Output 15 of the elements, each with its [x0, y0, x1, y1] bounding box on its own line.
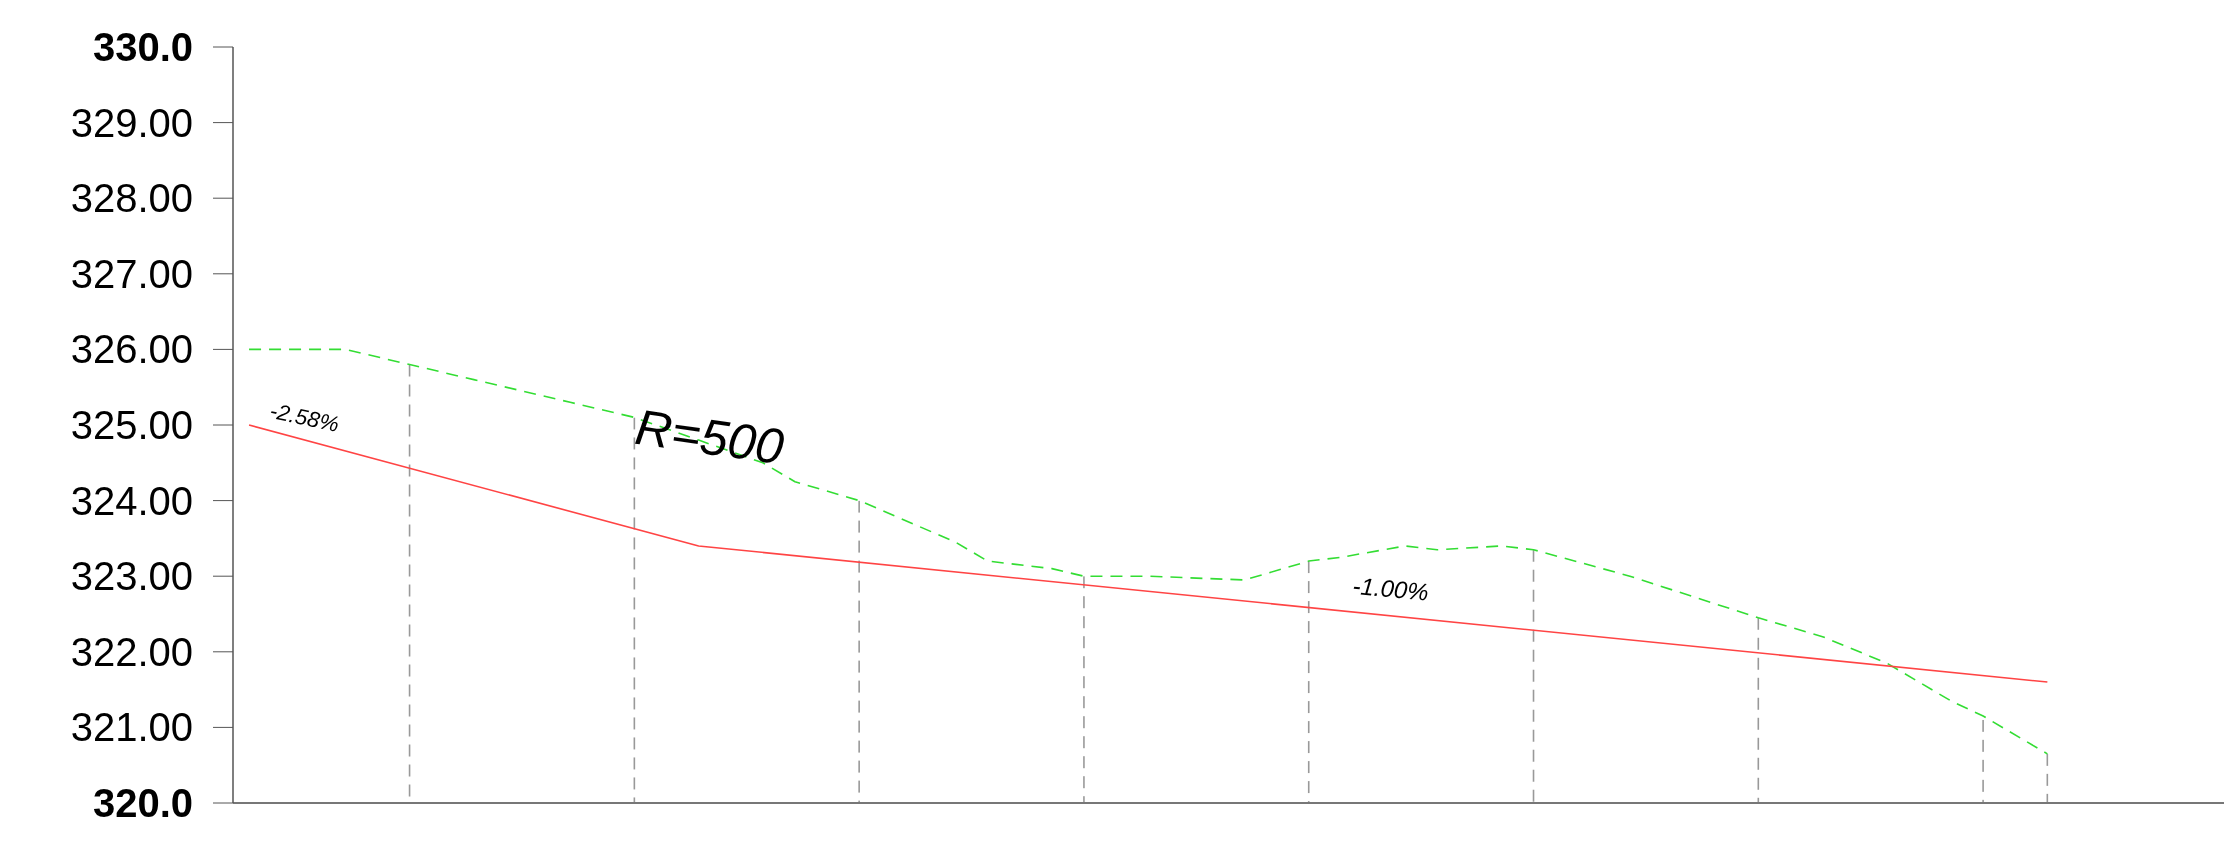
y-tick-label: 321.00: [70, 705, 193, 750]
y-tick-label: 324.00: [70, 478, 193, 523]
y-tick-label: 323.00: [70, 554, 193, 599]
line-series: [248, 348, 2049, 755]
y-tick-label: 330.0: [92, 25, 193, 69]
y-tick-label: 326.00: [70, 327, 193, 372]
y-tick-label: 325.00: [70, 403, 193, 447]
y-tick-label: 328.00: [70, 176, 193, 221]
annotation: -2.58%: [267, 398, 342, 438]
annotation: -1.00%: [1351, 572, 1430, 607]
y-tick-label: 327.00: [70, 251, 193, 296]
annotation: R=500: [631, 398, 788, 477]
y-tick-label: 329.00: [70, 100, 193, 145]
y-tick-label: 320.0: [92, 781, 193, 825]
y-tick-label: 322.00: [70, 629, 193, 674]
